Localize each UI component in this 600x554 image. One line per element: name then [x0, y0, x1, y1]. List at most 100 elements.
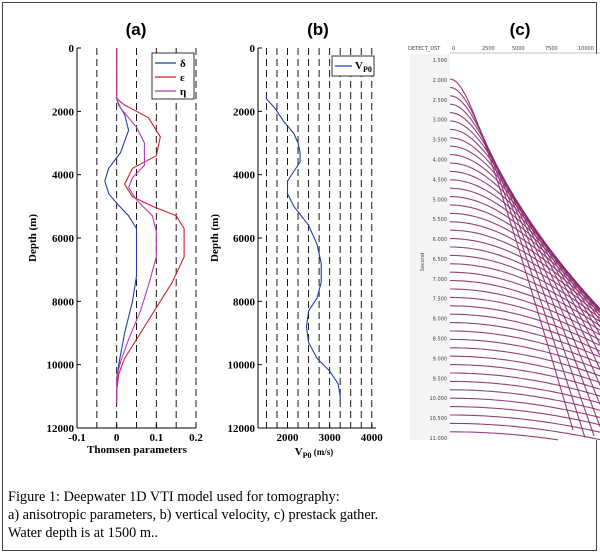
y-tick-label: 4000: [233, 170, 256, 182]
series-line-2: [116, 48, 185, 403]
series-line-1: [265, 95, 341, 403]
y-tick-label: 0: [69, 43, 75, 55]
gather-event-curve: [450, 330, 600, 364]
gather-event-curve: [450, 212, 600, 310]
gather-event-curve: [450, 364, 600, 390]
gather-event-curve: [450, 414, 600, 433]
gather-event-curve: [450, 221, 600, 310]
panel-a-series: [104, 48, 185, 403]
gather-event-curve: [450, 422, 600, 441]
caption-line-2: a) anisotropic parameters, b) vertical v…: [8, 507, 379, 523]
legend-vp0-sub: P0: [363, 65, 372, 74]
gather-event-curve: [450, 296, 600, 341]
panel-a-title: (a): [126, 20, 147, 39]
gather-time-tick: 10.000: [430, 396, 448, 402]
caption-line-1: Figure 1: Deepwater 1D VTI model used fo…: [8, 489, 340, 505]
gather-header-tick: 0: [452, 46, 455, 52]
gather-event-curve: [450, 406, 600, 426]
gather-event-curve: [450, 246, 600, 316]
gather-time-tick: 2.500: [433, 98, 447, 104]
y-tick-label: 2000: [233, 106, 256, 118]
panel-b-series: [265, 95, 341, 403]
caption-line-3: Water depth is at 1500 m..: [8, 525, 159, 541]
gather-header-ticks: 0 2500 5000 7500 10000: [452, 46, 594, 52]
y-tick-label: 12000: [228, 423, 256, 435]
gather-time-tick: 2.000: [433, 78, 447, 84]
panel-b-xlabel-sub: P0: [303, 451, 312, 460]
gather-event-curve: [450, 305, 600, 346]
gather-header-tick: 2500: [482, 46, 495, 52]
panel-a-y-ticks: 0 2000 4000 6000 8000 10000 12000: [47, 43, 81, 435]
panel-a-ylabel: Depth (m): [27, 214, 39, 262]
panel-c-title: (c): [510, 20, 531, 39]
gather-event-curve: [450, 229, 600, 311]
gather-time-tick: 7.500: [433, 297, 447, 303]
y-tick-label: 12000: [47, 423, 75, 435]
legend-vp0-main: V: [355, 60, 363, 72]
gather-time-tick: 11.000: [430, 436, 448, 442]
gather-event-curve: [449, 196, 600, 311]
y-tick-label: 2000: [52, 106, 75, 118]
gather-time-tick: 10.500: [430, 416, 448, 422]
gather-event-curve: [449, 86, 586, 438]
gather-event-curve: [450, 313, 600, 352]
gather-time-tick: 8.500: [433, 337, 447, 343]
panel-b-xlabel-unit: (m/s): [312, 447, 334, 457]
gather-event-curve: [450, 238, 600, 313]
series-line-3: [116, 48, 157, 403]
gather-header-label: DETECT_DST: [408, 46, 441, 52]
gather-event-curve: [449, 204, 600, 310]
figure-panels: (a) 0 2000 4000 6000 8000 10000 12000 -0.1 0 0.1…: [27, 20, 600, 460]
gather-event-curve: [450, 288, 600, 336]
gather-time-tick: 9.000: [433, 356, 447, 362]
panel-b-grid: [265, 48, 373, 428]
gather-time-tick: 3.000: [433, 118, 447, 124]
gather-time-tick: 3.500: [433, 138, 447, 144]
gather-time-tick: 4.000: [433, 157, 447, 163]
y-tick-label: 6000: [52, 233, 75, 245]
panel-b: 0 2000 4000 6000 8000 10000 12000 2000 3000 4000…: [209, 43, 383, 460]
legend-delta-label: δ: [180, 58, 186, 70]
gather-time-ticks: 1.500 2.000 2.500 3.000 3.500 4.000 4.500 5.000…: [430, 58, 448, 442]
gather-time-tick: 6.500: [433, 257, 447, 263]
gather-event-curve: [450, 280, 600, 331]
panel-a-legend-box: [151, 52, 195, 100]
x-tick-label: 0.1: [149, 432, 163, 444]
gather-time-axis-bg: [410, 54, 450, 440]
gather-time-tick: 9.500: [433, 376, 447, 382]
x-tick-label: 3000: [319, 432, 342, 444]
legend-eta-label: η: [180, 86, 186, 98]
panel-b-title: (b): [307, 20, 329, 39]
gather-event-curve: [450, 380, 600, 404]
gather-time-tick: 8.000: [433, 317, 447, 323]
panel-b-y-ticks: 0 2000 4000 6000 8000 10000 12000: [228, 43, 262, 435]
gather-header-tick: 7500: [545, 46, 558, 52]
gather-time-tick: 5.500: [433, 217, 447, 223]
gather-event-curve: [449, 112, 600, 405]
gather-time-tick: 7.000: [433, 277, 447, 283]
gather-event-curve: [450, 254, 600, 319]
gather-time-tick: 6.000: [433, 237, 447, 243]
panel-a-x-ticks: -0.1 0 0.1 0.2: [68, 424, 203, 444]
gather-header-tick: 10000: [578, 46, 594, 52]
panel-b-xlabel-main: V: [295, 446, 303, 458]
panel-a-grid: [96, 48, 197, 428]
y-tick-label: 0: [250, 43, 256, 55]
gather-event-curve: [450, 431, 559, 441]
gather-event-curve: [450, 322, 600, 358]
gather-reflection-curves: [449, 78, 600, 441]
panel-a-xlabel: Thomsen parameters: [87, 444, 188, 456]
series-line-1: [104, 48, 138, 403]
gather-time-tick: 4.500: [433, 177, 447, 183]
gather-ylabel: Second: [420, 253, 426, 271]
gather-time-tick: 5.000: [433, 197, 447, 203]
panel-b-legend-box: [331, 55, 375, 77]
panel-b-legend: VP0: [331, 55, 375, 77]
y-tick-label: 8000: [52, 296, 75, 308]
x-tick-label: 4000: [361, 432, 384, 444]
figure-caption: Figure 1: Deepwater 1D VTI model used fo…: [8, 488, 590, 542]
gather-event-curve: [450, 355, 600, 384]
gather-event-curve: [450, 397, 600, 419]
gather-event-curve: [450, 389, 600, 411]
